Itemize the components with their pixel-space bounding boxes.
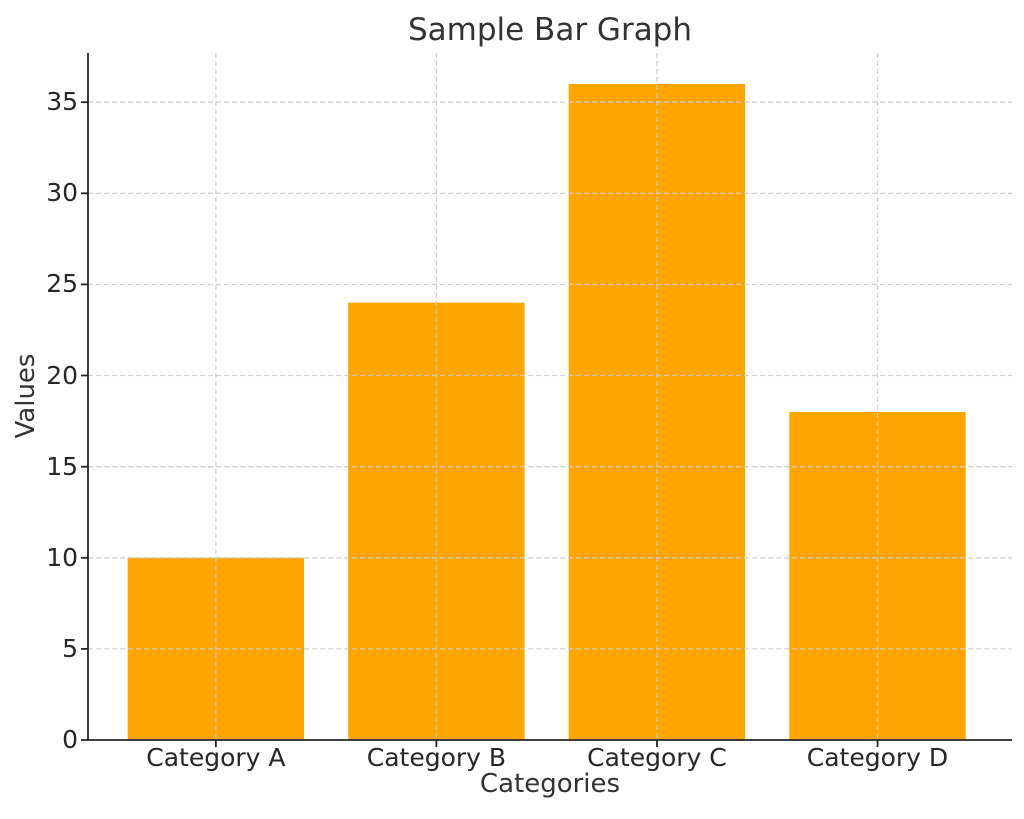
x-tick-label: Category C (587, 743, 727, 772)
x-axis-label: Categories (479, 769, 621, 799)
y-tick-label: 30 (46, 178, 78, 208)
y-tick-label: 15 (46, 451, 78, 481)
y-tick-label: 35 (46, 87, 78, 117)
x-tick-label: Category A (146, 743, 286, 772)
y-tick-label: 10 (46, 542, 78, 572)
x-tick-label: Category D (806, 743, 949, 772)
chart-title: Sample Bar Graph (407, 12, 693, 48)
y-tick-label: 25 (46, 269, 78, 299)
x-tick-label: Category B (366, 743, 507, 772)
y-tick-label: 20 (46, 360, 78, 390)
y-tick-label: 5 (62, 633, 78, 663)
y-tick-label: 0 (62, 725, 78, 754)
